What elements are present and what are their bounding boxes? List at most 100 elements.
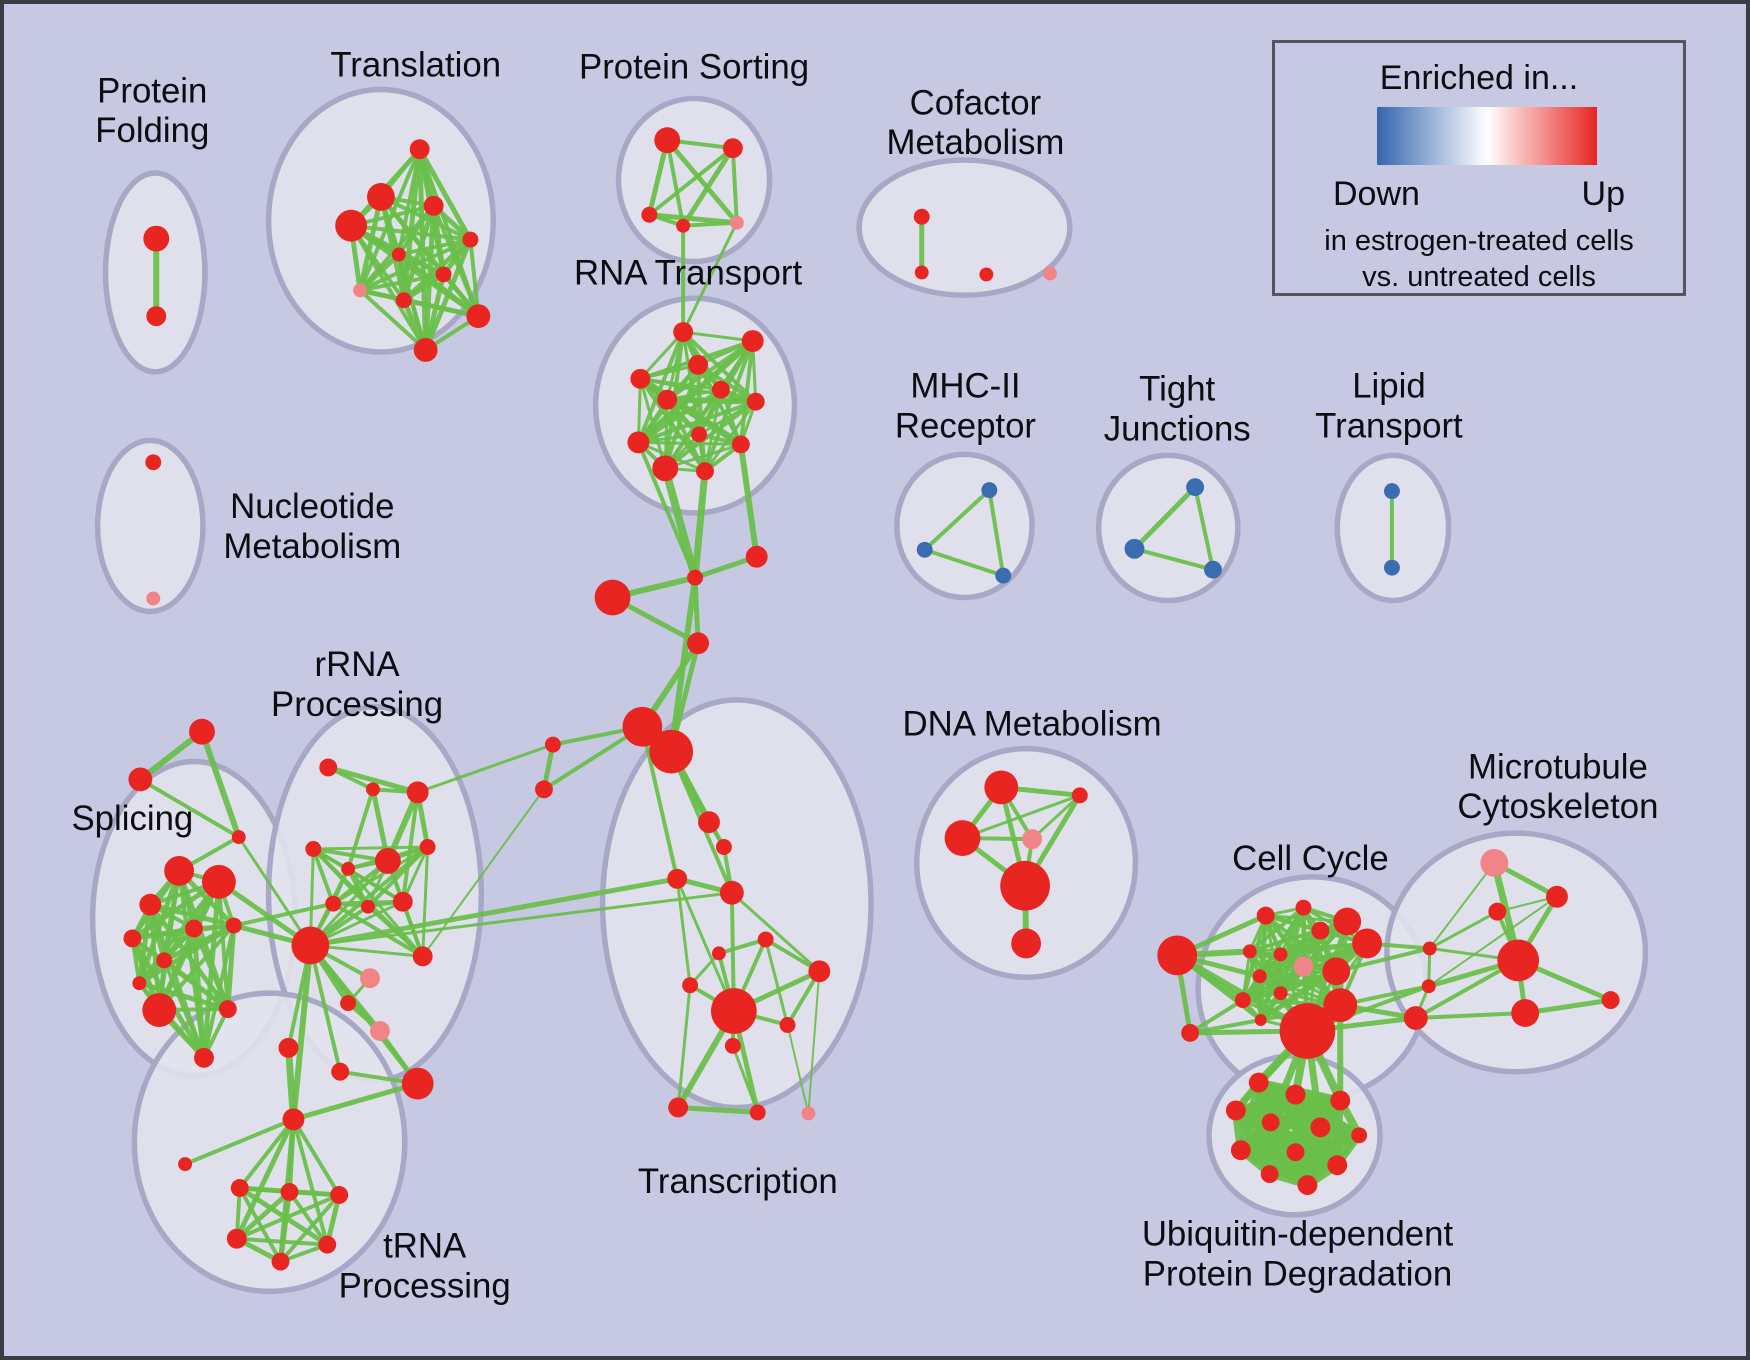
node-tr5 [711, 946, 726, 961]
edge [290, 1081, 421, 1122]
cluster-labels: Protein Folding Translation Protein Sorting… [71, 47, 1658, 1306]
edge [664, 137, 740, 226]
node-ps1 [722, 138, 743, 159]
node-mt0 [1480, 849, 1509, 877]
node-s0 [544, 736, 561, 753]
node-ub6 [1351, 1127, 1368, 1144]
node-rr8 [361, 899, 375, 914]
edge [664, 396, 759, 405]
legend-endpoint-labels: Down Up [1333, 175, 1625, 214]
edge [291, 1117, 342, 1197]
node-rt1 [741, 330, 764, 352]
cluster-label-rna-transport: RNA Transport [574, 255, 802, 293]
edge [1241, 964, 1305, 1002]
node-ub0 [1248, 1072, 1269, 1093]
edge [225, 923, 237, 1012]
edge [1193, 485, 1215, 572]
node-cf0 [913, 208, 930, 225]
node-mh2 [995, 567, 1012, 584]
node-j2 [594, 579, 631, 616]
cluster-label-nucleotide-metabolism: Nucleotide Metabolism [223, 488, 401, 566]
edge [237, 1186, 283, 1264]
node-dm0 [984, 770, 1019, 805]
node-rr13 [340, 995, 357, 1012]
node-t7 [353, 283, 368, 298]
node-rr5 [374, 848, 401, 874]
node-t9 [466, 304, 491, 329]
node-rr7 [325, 895, 342, 912]
node-tn6 [318, 1235, 337, 1254]
edge [1131, 484, 1198, 552]
node-cc7 [1242, 944, 1257, 959]
node-cf3 [1043, 266, 1057, 281]
edge [680, 145, 736, 229]
node-rt5 [657, 389, 678, 410]
node-pf1 [146, 306, 167, 327]
edge [349, 223, 428, 352]
edge [676, 983, 692, 1109]
edge [1522, 997, 1614, 1016]
node-tj1 [1124, 538, 1145, 559]
node-cc16 [1323, 988, 1358, 1022]
edge [183, 1117, 296, 1167]
node-sp3 [185, 919, 203, 938]
edge [307, 876, 680, 948]
network-canvas: Protein Folding Translation Protein Sorting… [71, 47, 1658, 1306]
edge [138, 777, 241, 840]
node-t4 [462, 231, 479, 248]
edge [416, 743, 555, 794]
edge [1247, 919, 1350, 954]
node-rr0 [319, 758, 338, 777]
cluster-label-protein-sorting: Protein Sorting [579, 49, 809, 87]
edge [325, 764, 421, 795]
edge [284, 1044, 297, 1123]
edge [216, 879, 230, 1012]
edge [731, 1044, 760, 1114]
node-sp4 [225, 917, 242, 934]
edge [346, 867, 405, 904]
cluster-label-translation: Translation [330, 47, 501, 85]
edge [675, 877, 736, 1013]
node-rr15 [331, 1062, 350, 1081]
edge [237, 835, 312, 947]
cluster-ellipse-nucleotide-metabolism [94, 437, 206, 615]
edge [331, 845, 430, 906]
node-ub9 [1327, 1155, 1348, 1176]
cluster-label-cofactor-metabolism: Cofactor Metabolism [886, 85, 1064, 163]
legend-down-label: Down [1333, 175, 1420, 213]
node-mj1 [1421, 979, 1436, 994]
edge [358, 288, 428, 352]
edge [400, 790, 420, 904]
node-t6 [435, 266, 452, 283]
node-dm4 [1000, 860, 1050, 911]
edge [636, 330, 686, 445]
edge [730, 891, 821, 973]
node-tn5 [226, 1228, 247, 1249]
edge [638, 330, 685, 381]
node-rr4 [341, 861, 356, 876]
node-rt2 [688, 354, 708, 375]
cluster-ellipse-trna-processing [131, 990, 408, 1295]
node-tr7 [808, 960, 831, 983]
node-tr10 [724, 1037, 741, 1054]
edge [234, 1192, 342, 1241]
edge [290, 942, 314, 1123]
edge [278, 1192, 342, 1264]
node-rt7 [691, 426, 707, 443]
edge [675, 877, 692, 987]
cluster-label-mhc2-receptor: MHC-II Receptor [895, 368, 1036, 446]
edge [199, 728, 242, 841]
edge [130, 923, 236, 941]
edge [423, 271, 447, 353]
node-ub3 [1225, 1100, 1246, 1121]
node-tr6 [682, 977, 699, 994]
cluster-label-dna-metabolism: DNA Metabolism [903, 706, 1162, 744]
node-cc0 [1157, 935, 1198, 976]
node-tr8 [710, 988, 757, 1034]
edge [136, 980, 231, 1012]
edge [922, 547, 1006, 578]
edge [231, 901, 336, 928]
node-cc1 [1181, 1023, 1200, 1042]
node-st0 [189, 718, 215, 745]
